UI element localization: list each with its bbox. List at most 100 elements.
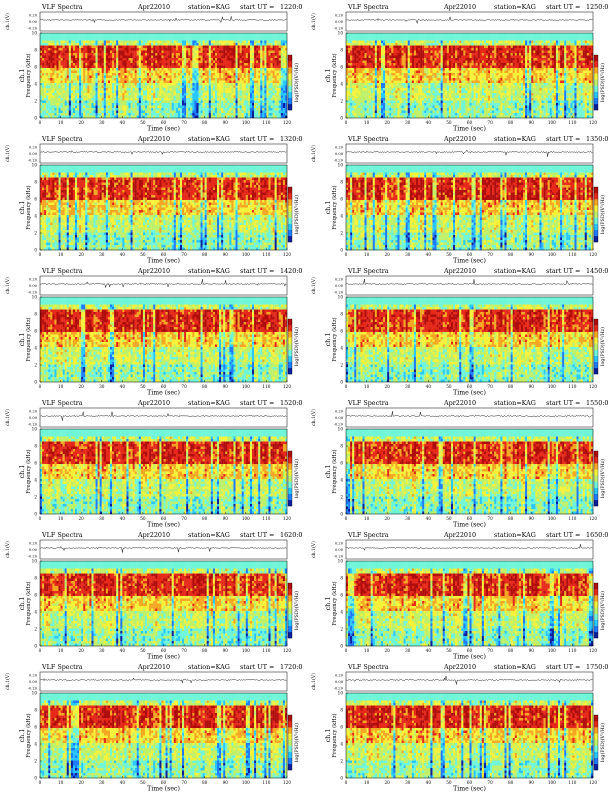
spectrogram-cell [352, 70, 355, 74]
spectrogram-cell [114, 33, 117, 36]
spectrogram-cell [173, 85, 176, 89]
spectrogram-cell [62, 65, 65, 69]
spectrogram-cell [46, 48, 49, 51]
spectrogram-cell [95, 115, 98, 119]
spectrogram-cell [227, 83, 230, 86]
spectrogram-cell [93, 90, 96, 94]
spectrogram-cell [200, 58, 203, 61]
spectrogram-cell [241, 58, 244, 61]
spectrogram-cell [159, 58, 162, 61]
spectrogram-cell [350, 50, 353, 54]
spectrogram-cell [105, 85, 109, 89]
spectrogram-cell [161, 98, 164, 101]
spectrogram-cell [144, 103, 148, 106]
spectrogram-cell [219, 70, 222, 74]
spectrogram-cell [56, 103, 59, 106]
spectrogram-cell [54, 33, 57, 36]
spectrogram-cell [142, 78, 146, 81]
spectrogram-cell [149, 65, 152, 69]
spectrogram-cell [264, 85, 267, 89]
spectrogram-cell [380, 73, 384, 76]
spectrogram-cell [272, 70, 275, 74]
spectrogram-cell [254, 50, 257, 54]
spectrogram-cell [167, 73, 170, 76]
spectrogram-cell [360, 50, 363, 54]
spectrogram-cell [72, 68, 76, 71]
spectrogram-cell [258, 78, 261, 81]
spectrogram-cell [202, 83, 205, 86]
spectrogram-cell [360, 55, 363, 59]
spectrogram-cell [91, 113, 94, 116]
spectrogram-cell [126, 103, 129, 106]
spectrogram-cell [202, 73, 205, 76]
spectrogram-cell [130, 78, 133, 81]
spectrogram-cell [54, 90, 57, 94]
spectrogram-cell [272, 93, 275, 96]
spectrogram-cell [173, 110, 176, 114]
spectrogram-cell [241, 43, 244, 46]
spectrogram-cell [368, 35, 371, 39]
spectrogram-cell [103, 93, 107, 96]
spectrogram-cell [161, 73, 164, 76]
spectrogram-cell [99, 80, 102, 84]
spectrogram-cell [208, 43, 211, 46]
spectrogram-cell [372, 45, 375, 49]
spectrogram-cell [64, 50, 67, 54]
spectrogram-cell [81, 113, 84, 116]
spectrogram-cell [217, 78, 220, 81]
spectrogram-cell [274, 80, 277, 84]
spectrogram-cell [91, 98, 94, 101]
spectrogram-cell [284, 75, 288, 79]
spectrogram-cell [81, 63, 84, 66]
spectrogram-cell [124, 60, 127, 64]
spectrogram-cell [212, 98, 216, 101]
spectrogram-cell [387, 103, 390, 106]
spectrogram-cell [282, 115, 286, 119]
spectrogram-cell [395, 40, 398, 44]
spectrogram-cell [175, 65, 179, 69]
spectrogram-cell [177, 90, 181, 94]
y-tick-label: 10 [32, 31, 38, 36]
spectrogram-cell [210, 60, 214, 64]
spectrogram-cell [276, 98, 279, 101]
spectrogram-cell [54, 35, 57, 39]
spectrogram-cell [282, 65, 286, 69]
spectrogram-cell [194, 93, 197, 96]
spectrogram-cell [122, 60, 125, 64]
spectrogram-cell [202, 80, 205, 84]
spectrogram-cell [249, 35, 253, 39]
spectrogram-cell [387, 73, 390, 76]
spectrogram-cell [138, 115, 142, 119]
spectrogram-cell [360, 70, 363, 74]
spectrogram-cell [249, 115, 253, 119]
spectrogram-cell [132, 90, 135, 94]
spectrogram-cell [173, 80, 176, 84]
spectrogram-cell [233, 68, 236, 71]
spectrogram-cell [175, 103, 179, 106]
spectrogram-cell [138, 70, 142, 74]
spectrogram-cell [184, 90, 187, 94]
spectrogram-cell [165, 53, 168, 56]
spectrogram-cell [389, 108, 392, 111]
spectrogram-cell [223, 93, 226, 96]
spectrogram-cell [134, 50, 137, 54]
spectrogram-cell [74, 115, 78, 119]
spectrogram-cell [182, 73, 185, 76]
spectrogram-cell [118, 88, 121, 91]
spectrogram-cell [109, 100, 113, 104]
spectrogram-cell [284, 83, 288, 86]
spectrogram-cell [114, 83, 117, 86]
spectrogram-cell [157, 90, 160, 94]
spectrogram-cell [282, 68, 286, 71]
spectrogram-cell [256, 98, 259, 101]
spectrogram-cell [136, 75, 139, 79]
spectrogram-cell [151, 113, 154, 116]
spectrogram-cell [258, 98, 261, 101]
spectrogram-cell [260, 85, 263, 89]
spectrogram-cell [58, 63, 61, 66]
spectrogram-cell [130, 100, 133, 104]
spectrogram-cell [136, 105, 139, 109]
spectrogram-cell [272, 113, 275, 116]
spectrogram-cell [372, 110, 375, 114]
spectrogram-cell [64, 33, 67, 36]
